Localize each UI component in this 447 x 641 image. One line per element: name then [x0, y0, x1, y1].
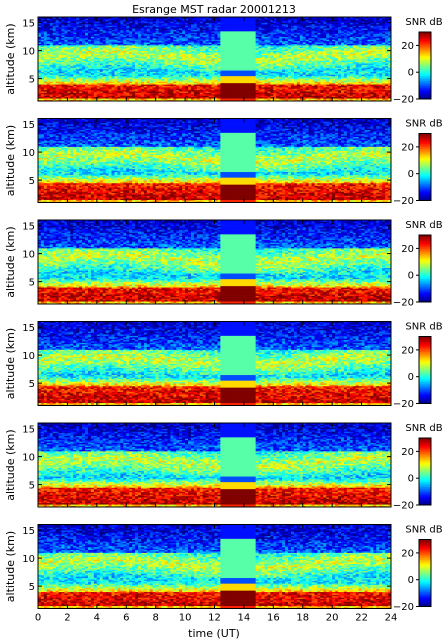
figure-title: Esrange MST radar 20001213 [132, 3, 296, 16]
